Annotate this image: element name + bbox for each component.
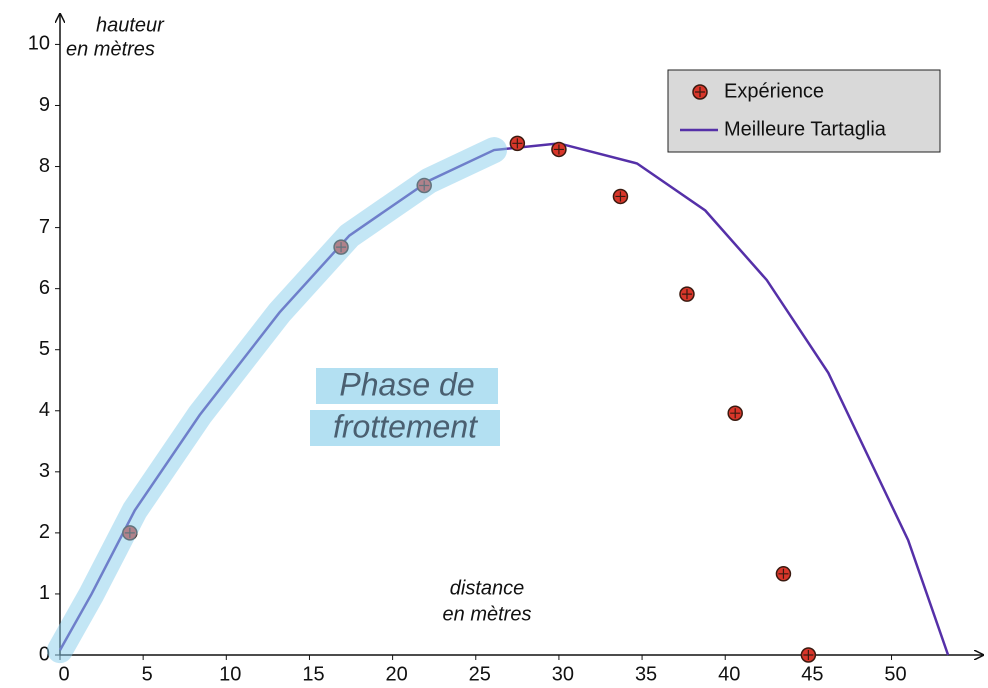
x-tick-label: 25 (469, 663, 491, 685)
y-tick-label: 3 (39, 460, 50, 482)
point-cross (681, 289, 692, 300)
legend-swatch (695, 87, 705, 97)
y-tick-label: 7 (39, 216, 50, 238)
annotation-bg (310, 410, 500, 446)
x-tick-label: 45 (801, 663, 823, 685)
x-tick-label: 30 (552, 663, 574, 685)
point (775, 566, 792, 582)
point-cross (553, 144, 564, 155)
annotation: Phase de (339, 366, 474, 402)
x-tick-label: 0 (58, 663, 69, 685)
y-tick-label: 1 (39, 582, 50, 604)
y-axis-label: en mètres (66, 38, 155, 60)
point (551, 141, 567, 158)
x-tick-label: 40 (718, 663, 740, 685)
point (800, 647, 817, 663)
legend (667, 69, 941, 153)
legend-label: Meilleure Tartaglia (724, 118, 887, 140)
y-tick-label: 8 (39, 155, 50, 177)
y-tick-label: 0 (39, 643, 50, 665)
point (612, 188, 629, 205)
x-tick-label: 5 (142, 663, 153, 685)
point-cross (730, 408, 741, 419)
x-tick-label: 50 (884, 663, 906, 685)
x-tick-label: 20 (385, 663, 407, 685)
x-tick-label: 10 (219, 663, 241, 685)
y-tick-label: 2 (39, 521, 50, 543)
y-tick-label: 4 (39, 399, 50, 421)
legend-label: Expérience (724, 80, 824, 102)
y-tick-label: 5 (39, 338, 50, 360)
point (679, 286, 695, 302)
x-tick-label: 35 (635, 663, 657, 685)
point-cross (615, 191, 626, 202)
y-tick-label: 10 (28, 33, 50, 55)
point (727, 405, 743, 421)
y-tick-label: 9 (39, 94, 50, 116)
x-axis-label: distance (450, 577, 525, 599)
y-tick-label: 6 (39, 277, 50, 299)
point-cross (512, 138, 523, 149)
annotation-bg (316, 368, 498, 404)
y-axis-label: hauteur (96, 14, 165, 36)
highlight (47, 137, 508, 664)
x-axis-label: en mètres (443, 603, 532, 625)
point-cross (778, 568, 789, 579)
point-cross (803, 650, 814, 660)
x-tick-label: 15 (302, 663, 324, 685)
annotation: frottement (333, 408, 478, 444)
point (509, 135, 526, 152)
